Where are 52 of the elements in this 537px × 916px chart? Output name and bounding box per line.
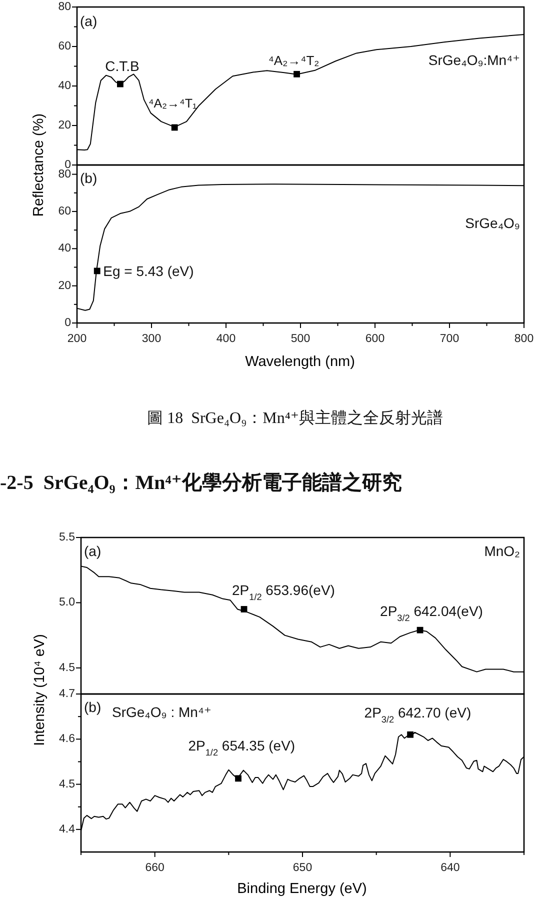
y-tick-label: 40 [58,80,71,92]
x-tick-label: 800 [514,333,534,345]
y-tick-label: 60 [58,40,71,52]
y-tick-label: 0 [64,159,71,171]
annotation: Eg = 5.43 (eV) [103,262,194,279]
annotation: (b) [80,170,98,186]
y-tick-label: 0 [64,317,71,329]
y-tick-label: 4.6 [59,733,75,746]
y-tick-label: 4.7 [59,688,75,700]
y-tick-label: 20 [58,120,71,132]
text: -2-5 SrGe₄O₉：Mn⁴⁺化學分析電子能譜之研究 [0,471,402,494]
x-tick-label: 200 [67,333,87,345]
annotation: C.T.B [105,58,140,74]
x-tick-label: 300 [142,333,162,345]
x-axis-title: Wavelength (nm) [245,354,355,370]
y-tick-label: 40 [58,242,71,255]
y-tick-label: 80 [58,1,71,13]
x-tick-label: 400 [216,333,236,345]
annotation: (b) [84,699,102,715]
point [117,80,124,88]
annotation: ⁴A₂→⁴T₂ [268,53,320,68]
caption: 圖 18 SrGe₄O₉：Mn⁴⁺與主體之全反射光譜 [147,409,443,427]
point [294,70,300,78]
y-axis-title: Reflectance (%) [31,113,47,217]
y-tick-label: 20 [58,280,71,292]
annotation: (a) [80,13,98,29]
annotation: MnO₂ [484,543,520,559]
x-tick-label: 600 [365,333,385,345]
y-tick-label: 4.5 [59,778,75,790]
y-tick-label: 5.0 [59,596,75,609]
annotation: 2P$_{1/2}$ 653.96(eV) [232,582,335,602]
x-tick-label: 640 [440,862,460,874]
annotation: 2P$_{3/2}$ 642.04(eV) [380,603,483,624]
x-tick-label: 660 [145,862,164,874]
annotation: 2P$_{1/2}$ 654.35 (eV) [188,737,296,758]
x-tick-label: 700 [440,333,460,345]
annotation: (a) [84,543,102,559]
y-axis-title: Intensity (10⁴ eV) [32,634,48,746]
y-tick-label: 4.5 [59,662,75,674]
annotation: 2P$_{3/2}$ 642.70 (eV) [364,704,472,725]
point [171,124,178,131]
y-tick-label: 4.4 [59,823,76,836]
y-tick-label: 5.5 [59,532,75,544]
y-tick-label: 80 [58,168,71,180]
x-tick-label: 650 [292,862,312,874]
x-tick-label: 500 [290,333,310,345]
x-axis-title: Binding Energy (eV) [237,881,367,897]
annotation: SrGe₄O₉ : Mn⁴⁺ [112,704,212,720]
annotation: SrGe₄O₉ [465,215,520,231]
annotation: ⁴A₂→⁴T₁ [148,96,197,110]
annotation: SrGe₄O₉:Mn⁴⁺ [428,52,520,68]
y-tick-label: 60 [58,205,71,218]
